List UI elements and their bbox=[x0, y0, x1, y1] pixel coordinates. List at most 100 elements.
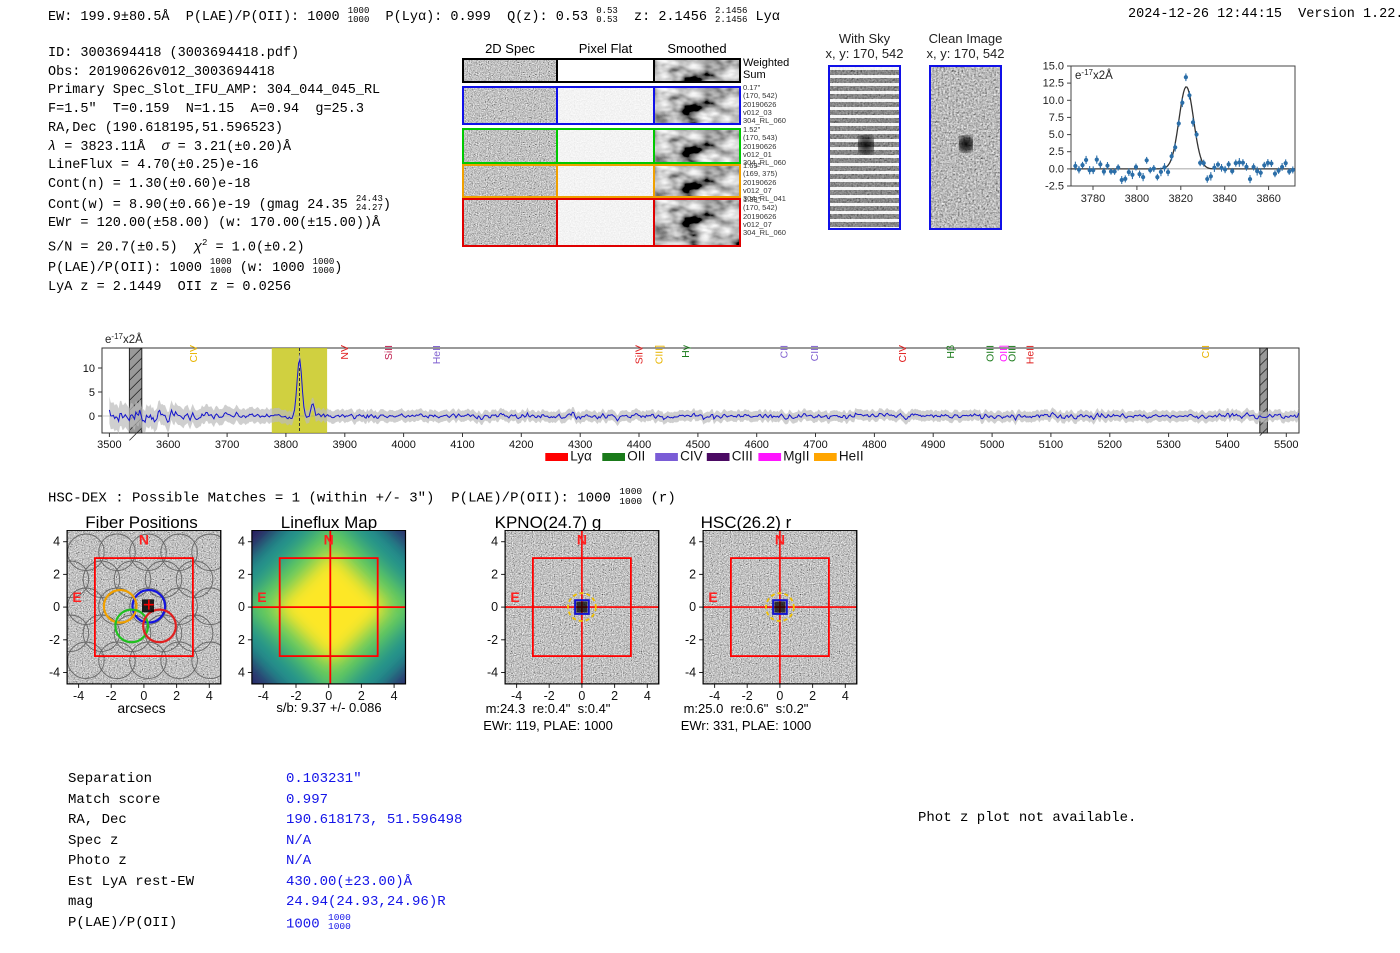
svg-text:OIII: OIII bbox=[1007, 345, 1019, 362]
svg-text:Hγ: Hγ bbox=[680, 344, 692, 358]
svg-text:5500: 5500 bbox=[1274, 439, 1298, 451]
svg-text:3800: 3800 bbox=[1125, 193, 1149, 205]
svg-text:MgII: MgII bbox=[783, 449, 809, 464]
svg-text:CIII: CIII bbox=[809, 345, 821, 361]
svg-text:N: N bbox=[577, 531, 587, 547]
svg-text:2: 2 bbox=[358, 689, 365, 700]
svg-text:-2: -2 bbox=[487, 633, 498, 647]
svg-text:0: 0 bbox=[578, 689, 585, 700]
svg-text:-4: -4 bbox=[685, 666, 696, 680]
svg-text:CII: CII bbox=[778, 345, 790, 358]
svg-text:5: 5 bbox=[89, 387, 95, 399]
svg-text:3900: 3900 bbox=[333, 439, 357, 451]
svg-text:CII: CII bbox=[1200, 345, 1212, 358]
svg-text:4: 4 bbox=[206, 689, 213, 700]
svg-text:-2: -2 bbox=[238, 633, 245, 647]
svg-text:10: 10 bbox=[83, 363, 95, 375]
svg-text:HeII: HeII bbox=[1024, 345, 1036, 364]
svg-text:-2: -2 bbox=[685, 633, 696, 647]
svg-text:-4: -4 bbox=[511, 689, 522, 700]
svg-text:-2: -2 bbox=[742, 689, 753, 700]
svg-text:-2: -2 bbox=[49, 633, 60, 647]
svg-text:HeII: HeII bbox=[839, 449, 864, 464]
svg-text:HeII: HeII bbox=[431, 345, 443, 364]
svg-text:4: 4 bbox=[491, 535, 498, 549]
svg-text:3780: 3780 bbox=[1081, 193, 1105, 205]
svg-text:e-17x2Å: e-17x2Å bbox=[1075, 68, 1113, 83]
svg-text:0: 0 bbox=[238, 600, 245, 614]
svg-text:N: N bbox=[324, 531, 334, 547]
svg-text:CIV: CIV bbox=[897, 345, 909, 363]
svg-text:5100: 5100 bbox=[1039, 439, 1063, 451]
svg-text:3820: 3820 bbox=[1169, 193, 1193, 205]
svg-text:5000: 5000 bbox=[980, 439, 1004, 451]
svg-text:2: 2 bbox=[53, 567, 60, 581]
svg-text:3800: 3800 bbox=[274, 439, 298, 451]
svg-text:SiIV: SiIV bbox=[633, 345, 645, 364]
svg-text:N: N bbox=[139, 531, 149, 547]
svg-text:-4: -4 bbox=[258, 689, 269, 700]
svg-text:0: 0 bbox=[689, 600, 696, 614]
svg-text:3840: 3840 bbox=[1212, 193, 1236, 205]
svg-text:-4: -4 bbox=[709, 689, 720, 700]
svg-text:Hβ: Hβ bbox=[945, 345, 957, 359]
svg-text:0: 0 bbox=[325, 689, 332, 700]
svg-text:0.0: 0.0 bbox=[1049, 163, 1064, 175]
svg-text:N: N bbox=[775, 531, 785, 547]
svg-text:0: 0 bbox=[89, 411, 95, 423]
svg-text:CIV: CIV bbox=[188, 345, 200, 363]
svg-text:Lyα: Lyα bbox=[570, 449, 592, 464]
svg-text:4: 4 bbox=[391, 689, 398, 700]
svg-text:E: E bbox=[708, 589, 717, 605]
svg-text:4800: 4800 bbox=[862, 439, 886, 451]
svg-text:CIII]: CIII] bbox=[654, 345, 666, 364]
svg-text:E: E bbox=[510, 589, 519, 605]
svg-text:2: 2 bbox=[238, 567, 245, 581]
svg-text:-4: -4 bbox=[49, 666, 60, 680]
svg-text:4: 4 bbox=[689, 535, 696, 549]
svg-text:4: 4 bbox=[842, 689, 849, 700]
svg-text:5200: 5200 bbox=[1098, 439, 1122, 451]
svg-text:4: 4 bbox=[53, 535, 60, 549]
svg-text:SiII: SiII bbox=[383, 345, 395, 360]
svg-text:0: 0 bbox=[491, 600, 498, 614]
svg-text:3700: 3700 bbox=[215, 439, 239, 451]
svg-text:3600: 3600 bbox=[156, 439, 180, 451]
svg-text:2: 2 bbox=[689, 567, 696, 581]
svg-text:10.0: 10.0 bbox=[1043, 95, 1064, 107]
svg-text:E: E bbox=[257, 589, 266, 605]
svg-text:0: 0 bbox=[140, 689, 147, 700]
svg-text:4100: 4100 bbox=[450, 439, 474, 451]
svg-text:-4: -4 bbox=[238, 666, 245, 680]
svg-text:5.0: 5.0 bbox=[1049, 129, 1064, 141]
svg-text:5300: 5300 bbox=[1156, 439, 1180, 451]
svg-text:NV: NV bbox=[339, 345, 351, 360]
svg-text:CIII: CIII bbox=[732, 449, 753, 464]
svg-text:-2: -2 bbox=[544, 689, 555, 700]
svg-text:4900: 4900 bbox=[921, 439, 945, 451]
svg-text:E: E bbox=[72, 589, 81, 605]
svg-text:2: 2 bbox=[491, 567, 498, 581]
svg-text:2: 2 bbox=[809, 689, 816, 700]
svg-text:3500: 3500 bbox=[97, 439, 121, 451]
svg-text:4200: 4200 bbox=[509, 439, 533, 451]
svg-text:-2: -2 bbox=[106, 689, 117, 700]
svg-text:e-17x2Å: e-17x2Å bbox=[105, 332, 143, 347]
svg-text:-4: -4 bbox=[73, 689, 84, 700]
svg-text:-4: -4 bbox=[487, 666, 498, 680]
svg-text:OII: OII bbox=[627, 449, 645, 464]
svg-text:4: 4 bbox=[238, 535, 245, 549]
svg-text:CIV: CIV bbox=[680, 449, 703, 464]
svg-text:2: 2 bbox=[173, 689, 180, 700]
svg-text:-2.5: -2.5 bbox=[1045, 181, 1064, 193]
svg-text:5400: 5400 bbox=[1215, 439, 1239, 451]
svg-text:15.0: 15.0 bbox=[1043, 61, 1064, 73]
svg-text:7.5: 7.5 bbox=[1049, 112, 1064, 124]
svg-text:-2: -2 bbox=[290, 689, 301, 700]
svg-text:0: 0 bbox=[776, 689, 783, 700]
svg-text:12.5: 12.5 bbox=[1043, 78, 1064, 90]
svg-text:0: 0 bbox=[53, 600, 60, 614]
svg-text:3860: 3860 bbox=[1256, 193, 1280, 205]
svg-text:2.5: 2.5 bbox=[1049, 146, 1064, 158]
svg-text:4000: 4000 bbox=[391, 439, 415, 451]
